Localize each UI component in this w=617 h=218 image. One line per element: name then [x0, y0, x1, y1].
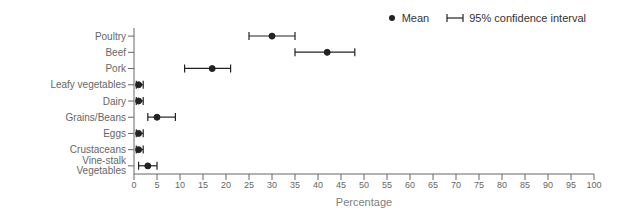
- svg-text:60: 60: [405, 180, 415, 190]
- svg-text:Vine-stalkVegetables: Vine-stalkVegetables: [77, 155, 127, 176]
- svg-text:75: 75: [474, 180, 484, 190]
- svg-text:Poultry: Poultry: [95, 31, 126, 42]
- svg-text:30: 30: [267, 180, 277, 190]
- svg-text:55: 55: [382, 180, 392, 190]
- svg-text:100: 100: [586, 180, 601, 190]
- svg-text:10: 10: [175, 180, 185, 190]
- html-text:95% confidence interval: 95% confidence interval: [469, 12, 586, 24]
- svg-text:50: 50: [359, 180, 369, 190]
- svg-text:80: 80: [497, 180, 507, 190]
- svg-text:35: 35: [290, 180, 300, 190]
- svg-text:45: 45: [336, 180, 346, 190]
- svg-text:Leafy vegetables: Leafy vegetables: [50, 79, 126, 90]
- svg-text:15: 15: [198, 180, 208, 190]
- svg-text:5: 5: [154, 180, 159, 190]
- svg-text:25: 25: [244, 180, 254, 190]
- svg-text:0: 0: [131, 180, 136, 190]
- svg-text:Eggs: Eggs: [103, 128, 126, 139]
- html-text:Mean: Mean: [401, 12, 430, 24]
- svg-text:Percentage: Percentage: [336, 196, 392, 208]
- svg-text:Dairy: Dairy: [103, 96, 126, 107]
- svg-text:20: 20: [221, 180, 231, 190]
- svg-text:85: 85: [520, 180, 530, 190]
- svg-text:Crustaceans: Crustaceans: [70, 144, 126, 155]
- svg-text:70: 70: [451, 180, 461, 190]
- svg-text:Beef: Beef: [105, 47, 126, 58]
- svg-text:Pork: Pork: [105, 63, 127, 74]
- svg-text:90: 90: [543, 180, 553, 190]
- svg-text:40: 40: [313, 180, 323, 190]
- svg-text:95: 95: [566, 180, 576, 190]
- svg-text:65: 65: [428, 180, 438, 190]
- svg-text:Grains/Beans: Grains/Beans: [65, 112, 126, 123]
